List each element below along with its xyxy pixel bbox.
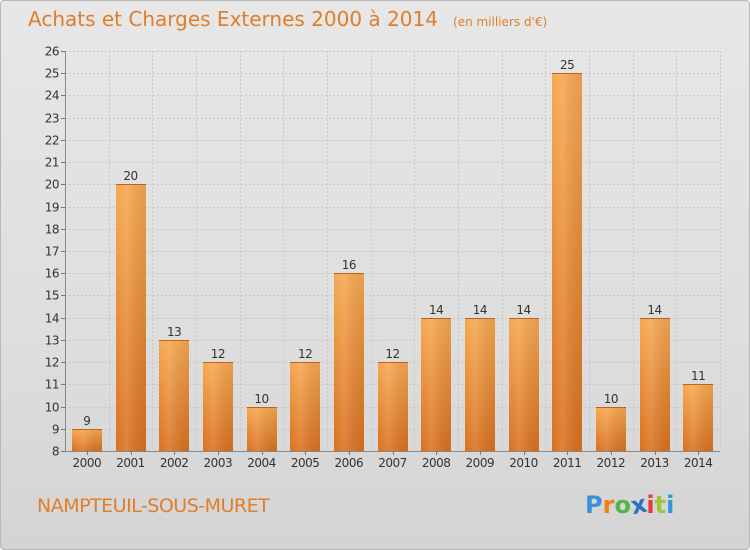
- bar-shine: [640, 318, 670, 451]
- y-tick-label: 12: [45, 356, 59, 370]
- logo-letter: o: [614, 491, 631, 519]
- y-tick-label: 24: [45, 89, 59, 103]
- labels: 8 9 10 11 12 13 14 15 16 17 18 19 20 21 22 23 24 25 26 9 200…: [45, 45, 713, 471]
- y-tick-label: 11: [45, 378, 59, 392]
- bar-shine: [334, 273, 364, 451]
- bar-shine: [509, 318, 539, 451]
- chart-title-block: Achats et Charges Externes 2000 à 2014 (…: [28, 7, 547, 31]
- bar-shine: [378, 362, 408, 451]
- x-tick-label: 2006: [335, 456, 364, 470]
- bar-shine: [465, 318, 495, 451]
- bar-shine: [116, 184, 146, 451]
- bar-value-label: 11: [691, 369, 705, 383]
- logo-letter: P: [585, 491, 603, 519]
- bar-value-label: 12: [385, 347, 399, 361]
- bar-value-label: 10: [604, 392, 618, 406]
- bar-value-label: 10: [254, 392, 268, 406]
- x-tick-label: 2005: [291, 456, 320, 470]
- y-tick-label: 8: [52, 445, 59, 459]
- y-tick-label: 14: [45, 312, 59, 326]
- bar-shine: [683, 384, 713, 451]
- bar-value-label: 9: [83, 414, 90, 428]
- bar-shine: [159, 340, 189, 451]
- bar-shine: [552, 73, 582, 451]
- chart-title: Achats et Charges Externes 2000 à 2014: [28, 7, 438, 31]
- x-tick-label: 2003: [204, 456, 233, 470]
- commune-name: NAMPTEUIL-SOUS-MURET: [37, 495, 270, 517]
- logo-letter: i: [666, 491, 675, 519]
- x-tick-label: 2008: [422, 456, 451, 470]
- y-tick-label: 9: [52, 423, 59, 437]
- logo-letter: r: [602, 491, 615, 519]
- x-tick-label: 2007: [378, 456, 407, 470]
- x-tick-label: 2011: [553, 456, 582, 470]
- bars: [72, 73, 713, 451]
- bar-value-label: 12: [298, 347, 312, 361]
- bar-shine: [290, 362, 320, 451]
- bar-shine: [421, 318, 451, 451]
- bar-value-label: 13: [167, 325, 181, 339]
- y-tick-label: 18: [45, 223, 59, 237]
- chart-unit: (en milliers d'€): [453, 15, 548, 29]
- bar-value-label: 12: [211, 347, 225, 361]
- bar-value-label: 25: [560, 58, 574, 72]
- x-tick-label: 2000: [73, 456, 102, 470]
- bar-value-label: 14: [473, 303, 487, 317]
- bar-shine: [596, 407, 626, 451]
- bar-value-label: 20: [123, 169, 137, 183]
- y-tick-label: 21: [45, 156, 59, 170]
- y-tick-label: 23: [45, 112, 59, 126]
- bar-value-label: 14: [647, 303, 661, 317]
- x-tick-label: 2013: [640, 456, 669, 470]
- y-tick-label: 13: [45, 334, 59, 348]
- y-tick-label: 20: [45, 178, 59, 192]
- y-tick-label: 22: [45, 134, 59, 148]
- x-tick-label: 2009: [466, 456, 495, 470]
- y-tick-label: 25: [45, 67, 59, 81]
- y-tick-label: 15: [45, 289, 59, 303]
- y-tick-label: 26: [45, 45, 59, 59]
- x-tick-label: 2012: [597, 456, 626, 470]
- x-tick-label: 2004: [247, 456, 276, 470]
- bar-shine: [72, 429, 102, 451]
- x-tick-label: 2014: [684, 456, 713, 470]
- axes: [61, 51, 720, 455]
- bar-shine: [203, 362, 233, 451]
- logo-letter: t: [654, 491, 667, 519]
- bar-value-label: 14: [516, 303, 530, 317]
- x-tick-label: 2010: [509, 456, 538, 470]
- bar-value-label: 16: [342, 258, 356, 272]
- proxiti-logo[interactable]: Proxiti: [585, 490, 675, 521]
- y-tick-label: 16: [45, 267, 59, 281]
- y-tick-label: 19: [45, 201, 59, 215]
- bar-shine: [247, 407, 277, 451]
- logo-letter: i: [646, 491, 655, 519]
- y-tick-label: 10: [45, 401, 59, 415]
- x-tick-label: 2002: [160, 456, 189, 470]
- bar-value-label: 14: [429, 303, 443, 317]
- y-tick-label: 17: [45, 245, 59, 259]
- x-tick-label: 2001: [116, 456, 145, 470]
